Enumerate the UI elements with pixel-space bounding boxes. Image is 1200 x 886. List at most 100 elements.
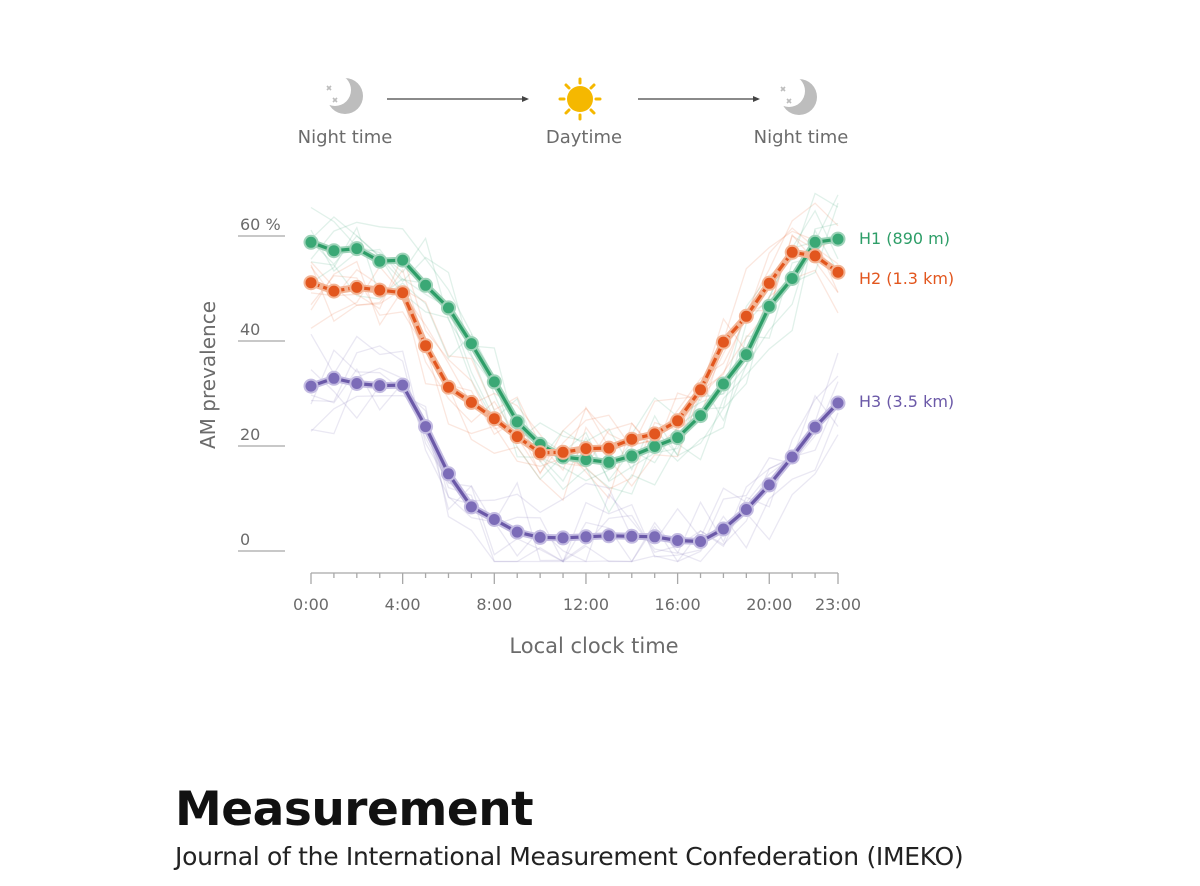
y-tick-label-0: 0 xyxy=(240,530,250,549)
data-point xyxy=(672,535,684,546)
data-point xyxy=(740,310,752,322)
legend-label-1: H2 (1.3 km) xyxy=(859,269,954,288)
data-point xyxy=(786,273,798,284)
data-point xyxy=(626,433,638,445)
data-point xyxy=(511,431,523,443)
x-axis-label: Local clock time xyxy=(509,634,678,658)
y-tick-label-60: 60 % xyxy=(240,215,281,234)
data-point xyxy=(374,380,386,392)
sun-icon xyxy=(558,77,602,121)
data-point xyxy=(603,442,615,454)
data-point xyxy=(557,446,569,458)
data-point xyxy=(351,281,363,293)
x-tick-label-20:00: 20:00 xyxy=(746,595,792,614)
data-point xyxy=(717,523,729,535)
data-point xyxy=(305,380,317,392)
data-point xyxy=(511,416,523,428)
series-layer xyxy=(303,231,846,549)
y-tick-label-20: 20 xyxy=(240,425,260,444)
data-point xyxy=(511,526,523,538)
legend: H1 (890 m) H2 (1.3 km) H3 (3.5 km) xyxy=(859,229,954,411)
data-point xyxy=(626,450,638,462)
data-point xyxy=(626,530,638,542)
data-point xyxy=(672,432,684,444)
data-point xyxy=(580,454,592,466)
data-point xyxy=(809,421,821,433)
data-point xyxy=(374,255,386,267)
x-tick-label-4:00: 4:00 xyxy=(385,595,421,614)
faint-trace xyxy=(310,226,839,495)
faint-trace xyxy=(310,222,839,514)
data-point xyxy=(580,443,592,455)
timeline-middle-label: Daytime xyxy=(546,127,622,148)
data-point xyxy=(603,456,615,468)
timeline-arrowhead-1 xyxy=(522,96,529,102)
data-point xyxy=(534,447,546,459)
y-axis: 0 20 40 60 % xyxy=(238,215,285,552)
legend-label-0: H1 (890 m) xyxy=(859,229,950,248)
data-point xyxy=(328,372,340,384)
data-point xyxy=(557,532,569,544)
journal-title: Measurement xyxy=(175,782,534,837)
timeline-start-label: Night time xyxy=(298,127,393,148)
data-point xyxy=(488,514,500,525)
data-point xyxy=(420,279,432,291)
data-point xyxy=(786,246,798,258)
data-point xyxy=(397,379,409,391)
x-tick-label-8:00: 8:00 xyxy=(476,595,512,614)
data-point xyxy=(351,243,363,255)
y-axis-label: AM prevalence xyxy=(196,301,220,449)
data-point xyxy=(717,378,729,390)
data-point xyxy=(397,287,409,299)
faint-background-traces xyxy=(310,192,839,564)
data-point xyxy=(832,266,844,278)
data-point xyxy=(649,441,661,452)
data-point xyxy=(832,397,844,409)
x-tick-label-23:00: 23:00 xyxy=(815,595,861,614)
data-point xyxy=(695,384,707,396)
data-point xyxy=(397,254,409,266)
data-point xyxy=(465,396,477,408)
data-point xyxy=(442,381,454,393)
data-point xyxy=(580,531,592,543)
legend-label-2: H3 (3.5 km) xyxy=(859,392,954,411)
x-tick-label-16:00: 16:00 xyxy=(655,595,701,614)
data-point xyxy=(763,479,775,491)
faint-trace xyxy=(310,333,839,543)
data-point xyxy=(420,340,432,352)
journal-subtitle: Journal of the International Measurement… xyxy=(175,842,964,871)
faint-trace xyxy=(310,230,839,472)
data-point xyxy=(328,285,340,297)
x-tick-label-12:00: 12:00 xyxy=(563,595,609,614)
data-point xyxy=(695,410,707,422)
data-point xyxy=(763,300,775,312)
x-tick-label-0:00: 0:00 xyxy=(293,595,329,614)
data-point xyxy=(351,378,363,389)
data-point xyxy=(717,336,729,348)
data-point xyxy=(328,245,340,257)
data-point xyxy=(488,413,500,425)
data-point xyxy=(649,428,661,440)
y-tick-label-40: 40 xyxy=(240,320,260,339)
data-point xyxy=(442,468,454,480)
data-point xyxy=(740,504,752,515)
data-point xyxy=(534,531,546,543)
data-point xyxy=(763,277,775,289)
data-point xyxy=(672,415,684,427)
data-point xyxy=(420,421,432,433)
data-point xyxy=(786,451,798,463)
data-point xyxy=(488,376,500,388)
data-point xyxy=(465,501,477,513)
data-point xyxy=(603,530,615,542)
moon-icon-right xyxy=(773,75,817,115)
data-point xyxy=(374,284,386,296)
data-point xyxy=(649,531,661,543)
data-point xyxy=(305,277,317,289)
data-point xyxy=(740,349,752,361)
faint-trace xyxy=(310,192,839,462)
faint-trace xyxy=(310,227,839,476)
data-point xyxy=(305,236,317,248)
x-axis: 0:00 4:00 8:00 12:00 16:00 20:00 23:00 xyxy=(293,572,861,614)
data-point xyxy=(442,302,454,314)
data-point xyxy=(809,250,821,262)
